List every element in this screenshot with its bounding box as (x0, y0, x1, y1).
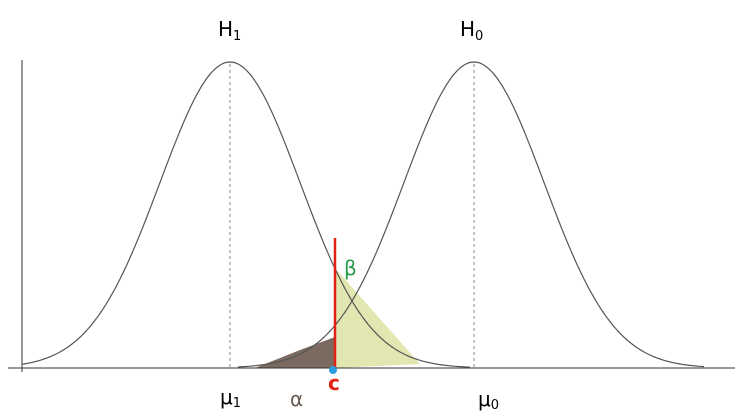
alpha-label: α (290, 387, 303, 411)
h1-label: H1 (218, 17, 241, 44)
h1-curve (21, 61, 470, 368)
beta-label: β (344, 256, 357, 280)
h0-curve (237, 61, 705, 368)
mu1-label: μ1 (220, 385, 241, 411)
h0-label: H0 (460, 17, 483, 44)
critical-point (329, 366, 337, 374)
mu0-label: μ0 (478, 387, 499, 413)
beta-region (335, 268, 420, 368)
c-label: c (328, 371, 340, 395)
alpha-region (255, 337, 335, 368)
